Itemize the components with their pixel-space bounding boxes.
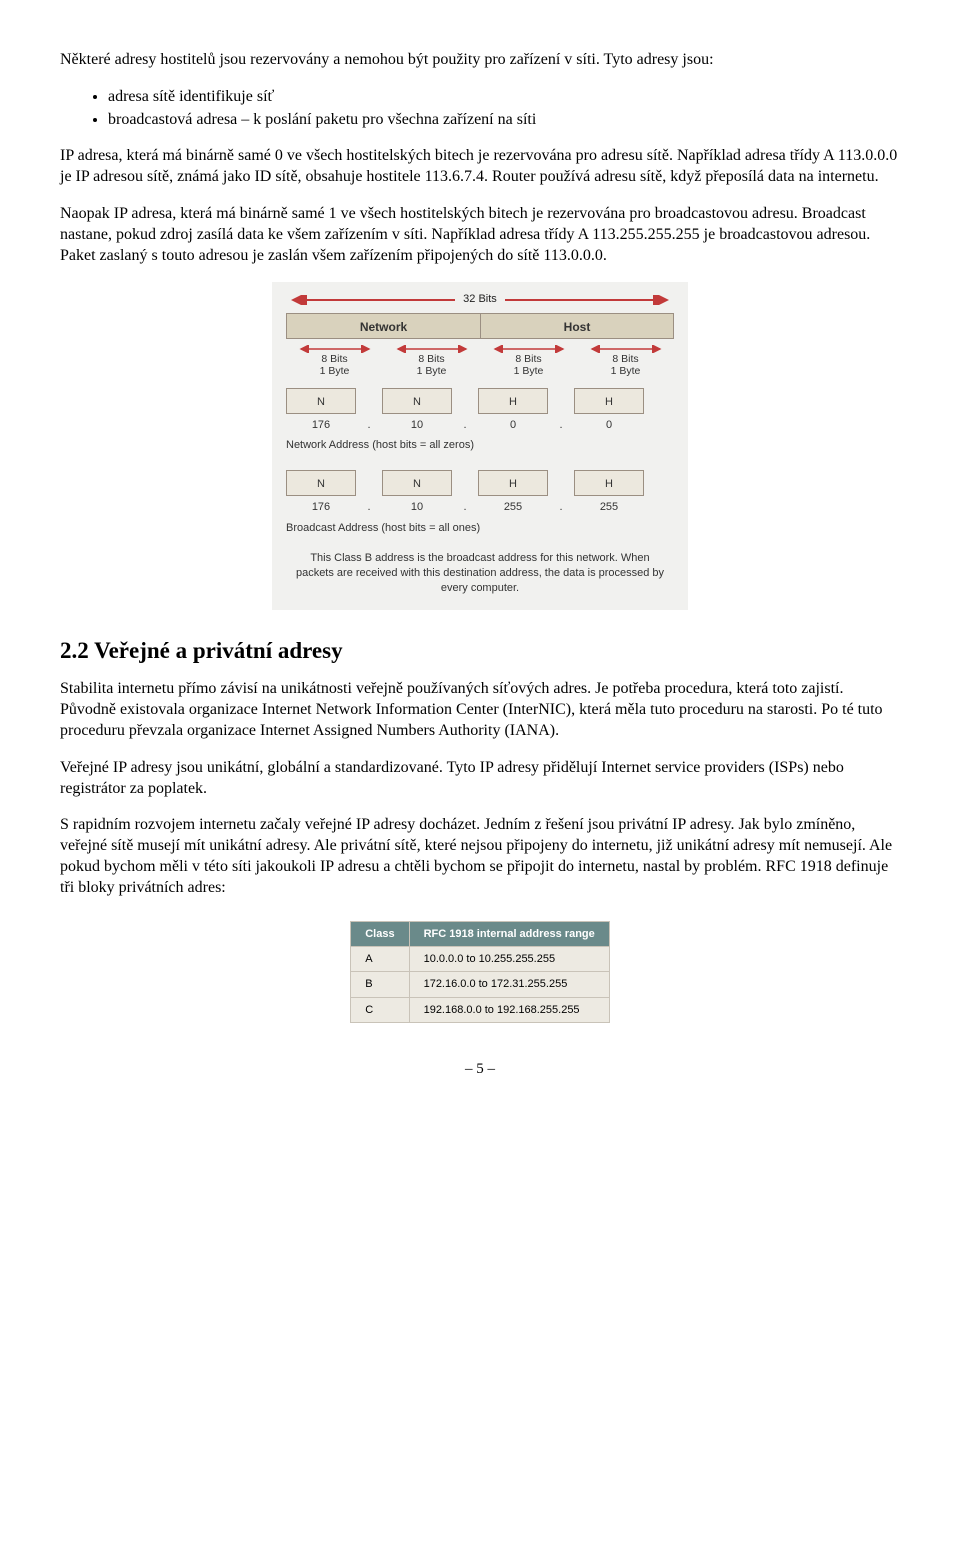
list-item: adresa sítě identifikuje síť [108, 87, 900, 108]
bits-32-label: 32 Bits [463, 292, 497, 306]
rfc1918-table: Class RFC 1918 internal address range A … [350, 921, 610, 1023]
octet-cell: H [478, 388, 548, 414]
paragraph: Naopak IP adresa, která má binárně samé … [60, 204, 900, 266]
octet-cell: N [286, 388, 356, 414]
paragraph: S rapidním rozvojem internetu začaly veř… [60, 815, 900, 898]
paragraph: Veřejné IP adresy jsou unikátní, globáln… [60, 758, 900, 800]
byte-group: 8 Bits1 Byte [480, 345, 577, 378]
bits-32-row: 32 Bits [286, 292, 674, 306]
section-heading: 2.2 Veřejné a privátní adresy [60, 636, 900, 666]
network-header: Network [286, 313, 480, 339]
table-row: C 192.168.0.0 to 192.168.255.255 [351, 997, 610, 1022]
table-header-row: Class RFC 1918 internal address range [351, 921, 610, 946]
col-range: RFC 1918 internal address range [409, 921, 609, 946]
byte-group: 8 Bits1 Byte [577, 345, 674, 378]
row2-note: Broadcast Address (host bits = all ones) [286, 521, 674, 535]
page-number: – 5 – [60, 1060, 900, 1080]
octet-cell: H [574, 470, 644, 496]
address-row-1: N N H H [286, 388, 674, 414]
address-values-1: 176 . 10 . 0 . 0 [286, 418, 674, 432]
bullet-list: adresa sítě identifikuje síť broadcastov… [60, 87, 900, 131]
row1-note: Network Address (host bits = all zeros) [286, 438, 674, 452]
col-class: Class [351, 921, 409, 946]
rfc1918-table-wrap: Class RFC 1918 internal address range A … [60, 921, 900, 1030]
octet-cell: N [382, 470, 452, 496]
octet-cell: H [478, 470, 548, 496]
address-values-2: 176 . 10 . 255 . 255 [286, 500, 674, 514]
address-row-2: N N H H [286, 470, 674, 496]
byte-row: 8 Bits1 Byte 8 Bits1 Byte 8 Bits1 Byte 8… [286, 345, 674, 378]
diagram-description: This Class B address is the broadcast ad… [290, 551, 670, 596]
byte-group: 8 Bits1 Byte [286, 345, 383, 378]
ip-address-diagram: 32 Bits Network Host 8 Bits1 Byte 8 Bits… [60, 282, 900, 609]
list-item: broadcastová adresa – k poslání paketu p… [108, 110, 900, 131]
byte-group: 8 Bits1 Byte [383, 345, 480, 378]
arrow-left-icon [287, 295, 457, 305]
paragraph: IP adresa, která má binárně samé 0 ve vš… [60, 146, 900, 188]
table-row: A 10.0.0.0 to 10.255.255.255 [351, 946, 610, 971]
network-host-header: Network Host [286, 313, 674, 339]
paragraph: Některé adresy hostitelů jsou rezervován… [60, 50, 900, 71]
paragraph: Stabilita internetu přímo závisí na unik… [60, 679, 900, 741]
table-row: B 172.16.0.0 to 172.31.255.255 [351, 972, 610, 997]
diagram-inner: 32 Bits Network Host 8 Bits1 Byte 8 Bits… [272, 282, 688, 609]
octet-cell: N [382, 388, 452, 414]
octet-cell: N [286, 470, 356, 496]
arrow-right-icon [503, 295, 673, 305]
host-header: Host [480, 313, 674, 339]
octet-cell: H [574, 388, 644, 414]
